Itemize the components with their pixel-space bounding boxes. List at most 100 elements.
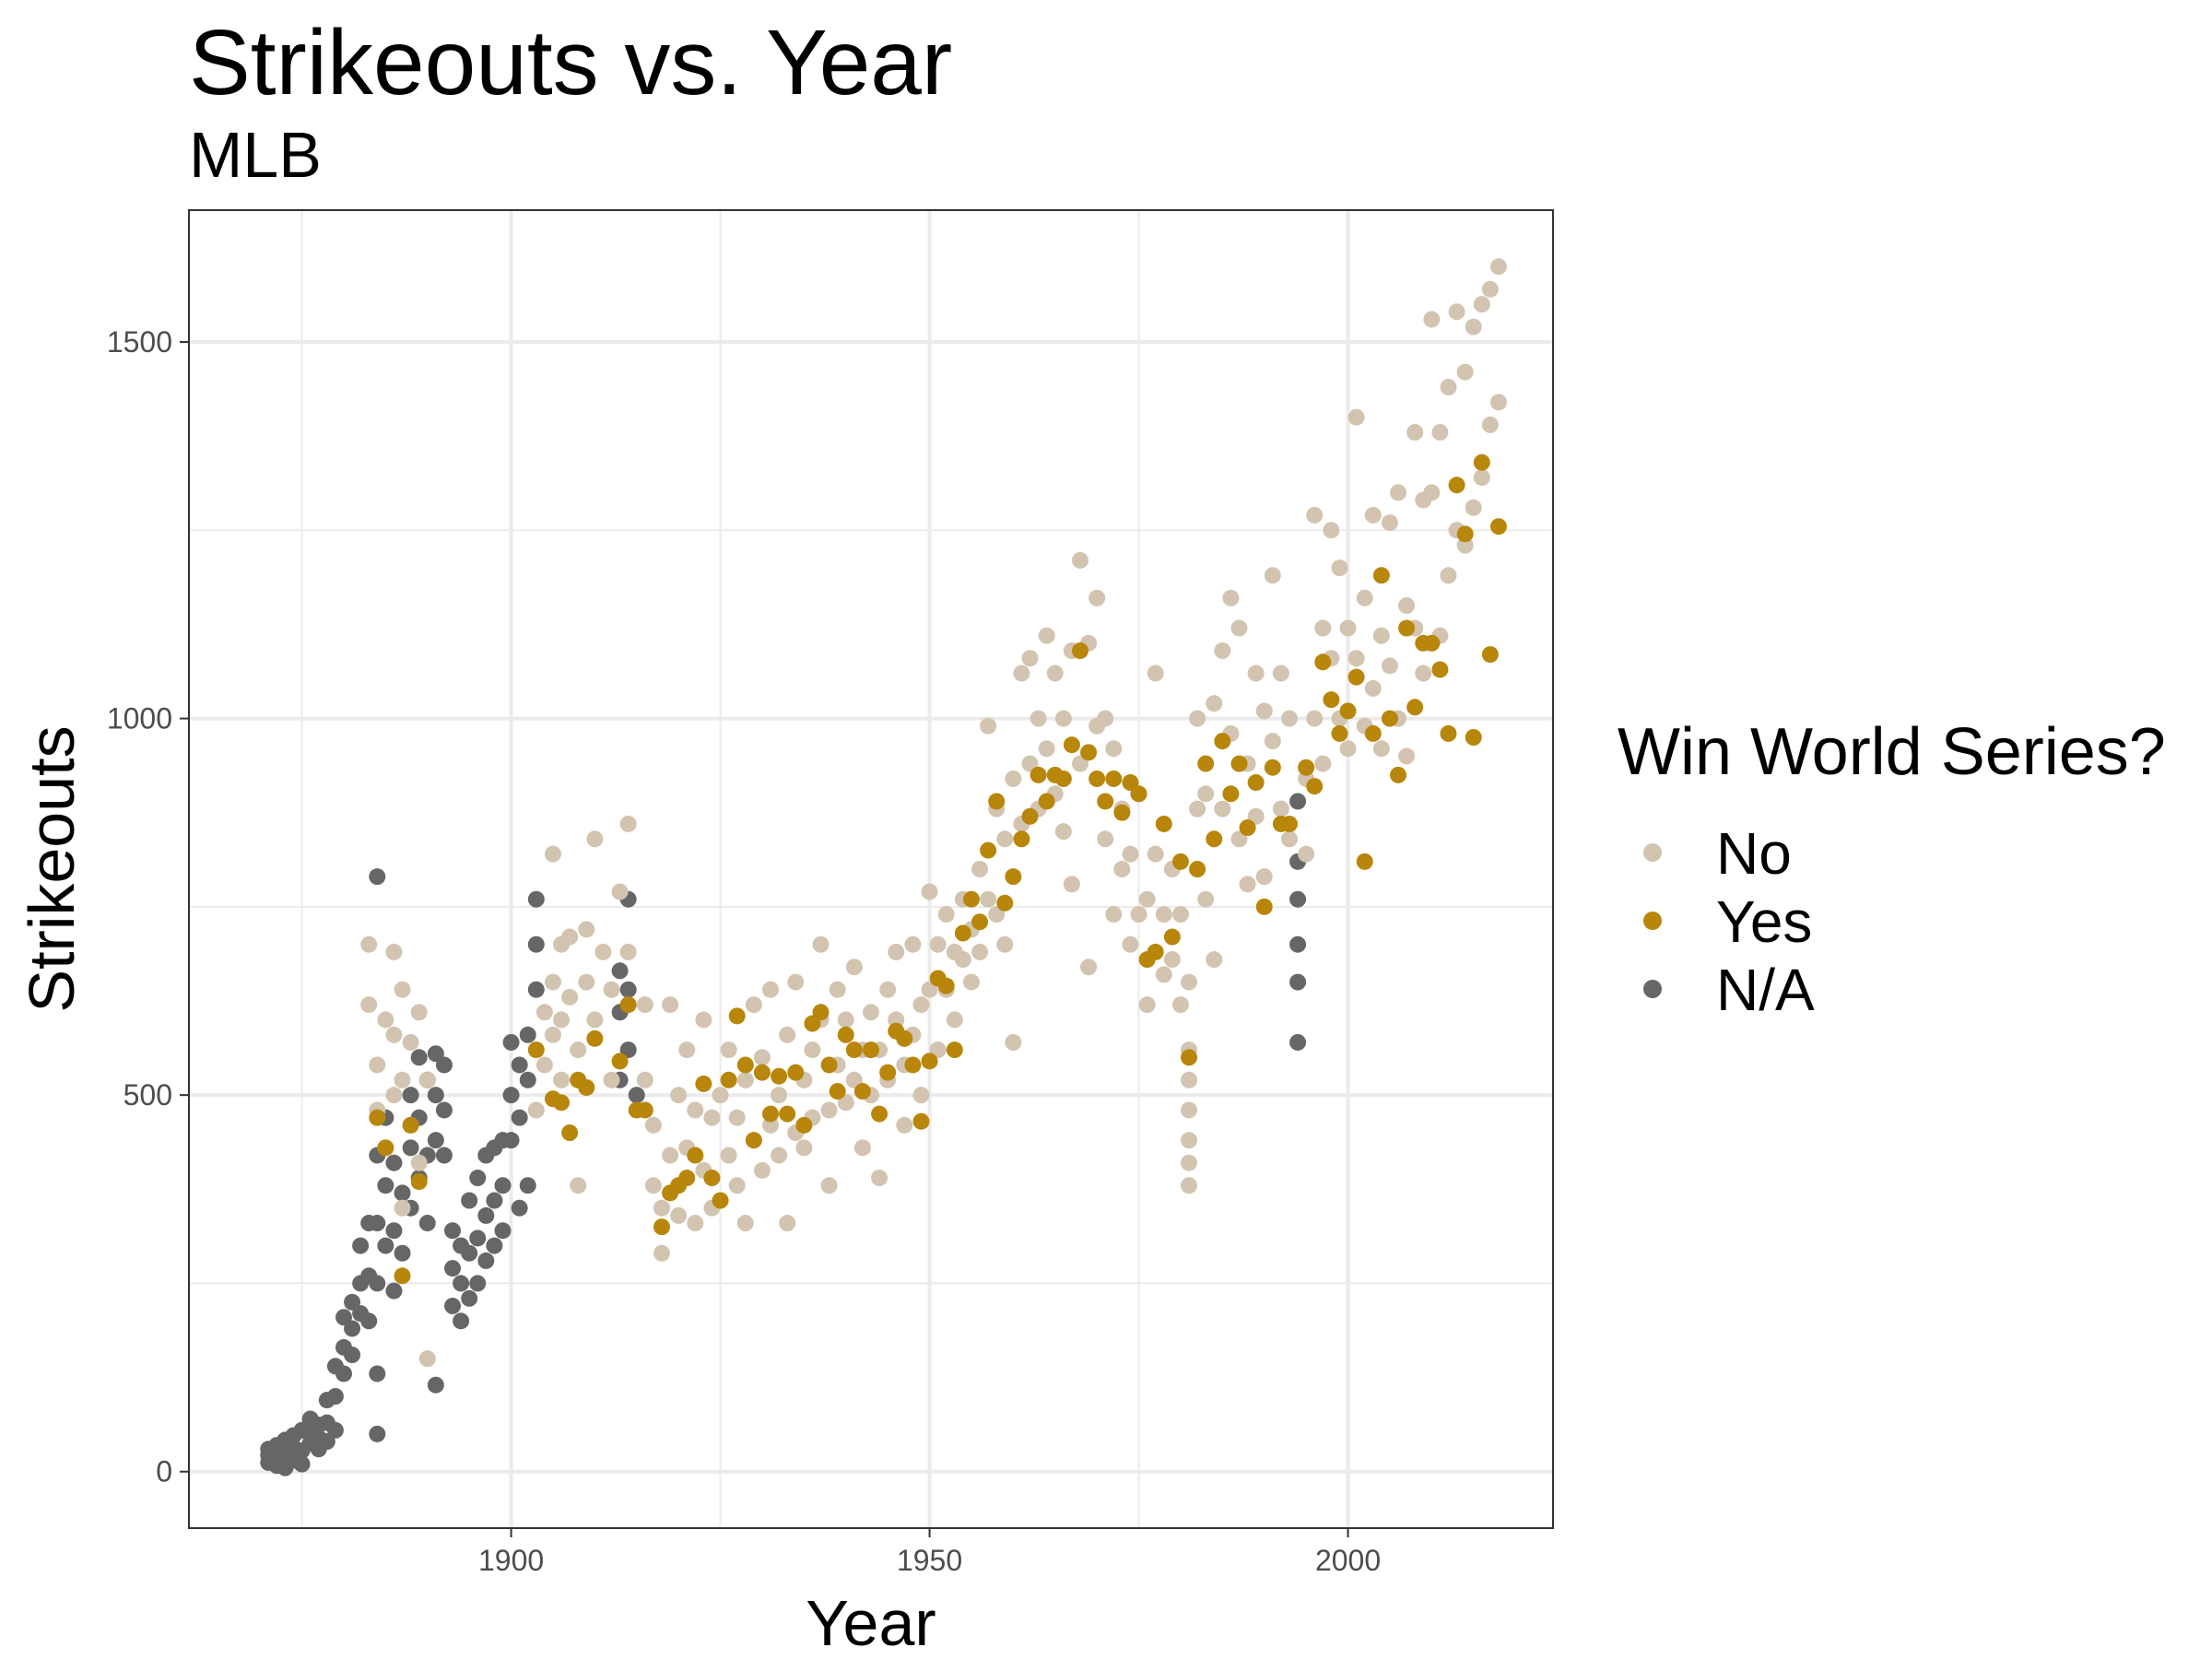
data-point-yes (687, 1147, 704, 1164)
data-point-no (570, 1041, 587, 1059)
data-point-no (1448, 303, 1465, 321)
data-point-n-a (519, 1177, 536, 1194)
data-point-no (1489, 394, 1507, 411)
data-point-no (369, 1056, 386, 1074)
data-point-no (929, 1041, 947, 1059)
data-point-yes (703, 1170, 721, 1187)
data-point-yes (1030, 766, 1047, 783)
data-point-n-a (360, 1312, 378, 1330)
data-point-yes (377, 1139, 394, 1157)
data-point-no (1331, 559, 1348, 577)
data-point-no (736, 1071, 754, 1088)
y-tick-label: 0 (156, 1455, 172, 1488)
data-point-yes (845, 1041, 863, 1059)
data-point-no (980, 717, 997, 735)
data-point-n-a (619, 981, 637, 998)
data-point-no (1347, 408, 1365, 426)
data-point-no (1314, 755, 1332, 772)
data-point-yes (879, 1064, 897, 1081)
data-point-no (535, 1056, 553, 1074)
data-point-no (1147, 845, 1164, 863)
data-point-yes (1005, 868, 1022, 886)
data-point-yes (1147, 943, 1164, 960)
x-tick-label: 1950 (897, 1544, 962, 1577)
data-point-no (418, 1350, 436, 1368)
data-point-yes (402, 1116, 419, 1134)
data-point-yes (779, 1105, 796, 1123)
data-point-no (1071, 755, 1088, 772)
data-point-no (1255, 702, 1273, 720)
y-tick-label: 1500 (107, 325, 172, 359)
data-point-n-a (427, 1132, 444, 1149)
data-points (260, 258, 1507, 1477)
data-point-no (728, 1109, 746, 1126)
data-point-yes (1298, 759, 1315, 776)
data-point-n-a (369, 1275, 386, 1292)
data-point-yes (1280, 815, 1298, 832)
data-point-n-a (511, 1109, 528, 1126)
data-point-no (837, 1094, 854, 1112)
data-point-no (385, 1087, 403, 1104)
data-point-no (1138, 996, 1156, 1014)
chart-subtitle: MLB (189, 119, 322, 191)
data-point-yes (1113, 804, 1131, 821)
data-point-no (996, 830, 1014, 848)
data-point-no (670, 1206, 688, 1224)
data-point-no (586, 830, 604, 848)
data-point-no (820, 1177, 838, 1194)
data-point-no (1206, 951, 1223, 969)
data-point-no (771, 1147, 788, 1164)
data-point-yes (636, 1101, 653, 1119)
data-point-no (385, 1026, 403, 1043)
data-point-yes (804, 1015, 821, 1032)
data-point-no (771, 1087, 788, 1104)
data-point-yes (1197, 755, 1215, 772)
data-point-no (644, 1177, 662, 1194)
data-point-n-a (435, 1147, 453, 1164)
data-point-no (736, 1215, 754, 1232)
data-point-no (845, 959, 863, 976)
data-point-yes (653, 1218, 671, 1236)
data-point-no (402, 1033, 419, 1051)
data-point-no (1197, 785, 1215, 803)
data-point-n-a (511, 1199, 528, 1217)
data-point-no (971, 943, 989, 960)
data-point-n-a (293, 1455, 311, 1473)
data-point-no (636, 1071, 653, 1088)
data-point-no (1339, 740, 1357, 758)
data-point-yes (1071, 642, 1088, 660)
data-point-yes (611, 1053, 629, 1070)
data-point-no (1155, 906, 1172, 924)
data-point-yes (1130, 785, 1147, 803)
data-point-no (988, 906, 1006, 924)
data-point-no (1440, 379, 1457, 396)
data-point-no (1280, 830, 1298, 848)
x-axis-title: Year (806, 1587, 935, 1659)
data-point-yes (720, 1071, 737, 1088)
data-point-n-a (427, 1045, 444, 1063)
data-point-no (1390, 484, 1407, 501)
data-point-n-a (628, 1087, 645, 1104)
y-tick-label: 1000 (107, 702, 172, 735)
data-point-no (653, 1244, 671, 1262)
data-point-n-a (394, 1244, 411, 1262)
data-point-no (360, 935, 378, 953)
data-point-no (1473, 469, 1490, 487)
data-point-no (896, 1116, 913, 1134)
data-point-no (804, 1041, 821, 1059)
data-point-yes (954, 924, 971, 942)
data-point-no (1398, 747, 1416, 765)
data-point-no (578, 921, 595, 938)
data-point-yes (1406, 699, 1424, 716)
data-point-no (1181, 1071, 1198, 1088)
data-point-yes (561, 1124, 579, 1141)
data-point-yes (896, 1030, 913, 1047)
data-point-no (1189, 710, 1206, 727)
data-point-no (1097, 710, 1114, 727)
data-point-yes (1163, 928, 1181, 946)
data-point-no (845, 1071, 863, 1088)
y-tick-label: 500 (124, 1078, 172, 1112)
data-point-yes (1440, 724, 1457, 742)
y-axis-title: Strikeouts (16, 725, 88, 1012)
data-point-no (1206, 695, 1223, 712)
